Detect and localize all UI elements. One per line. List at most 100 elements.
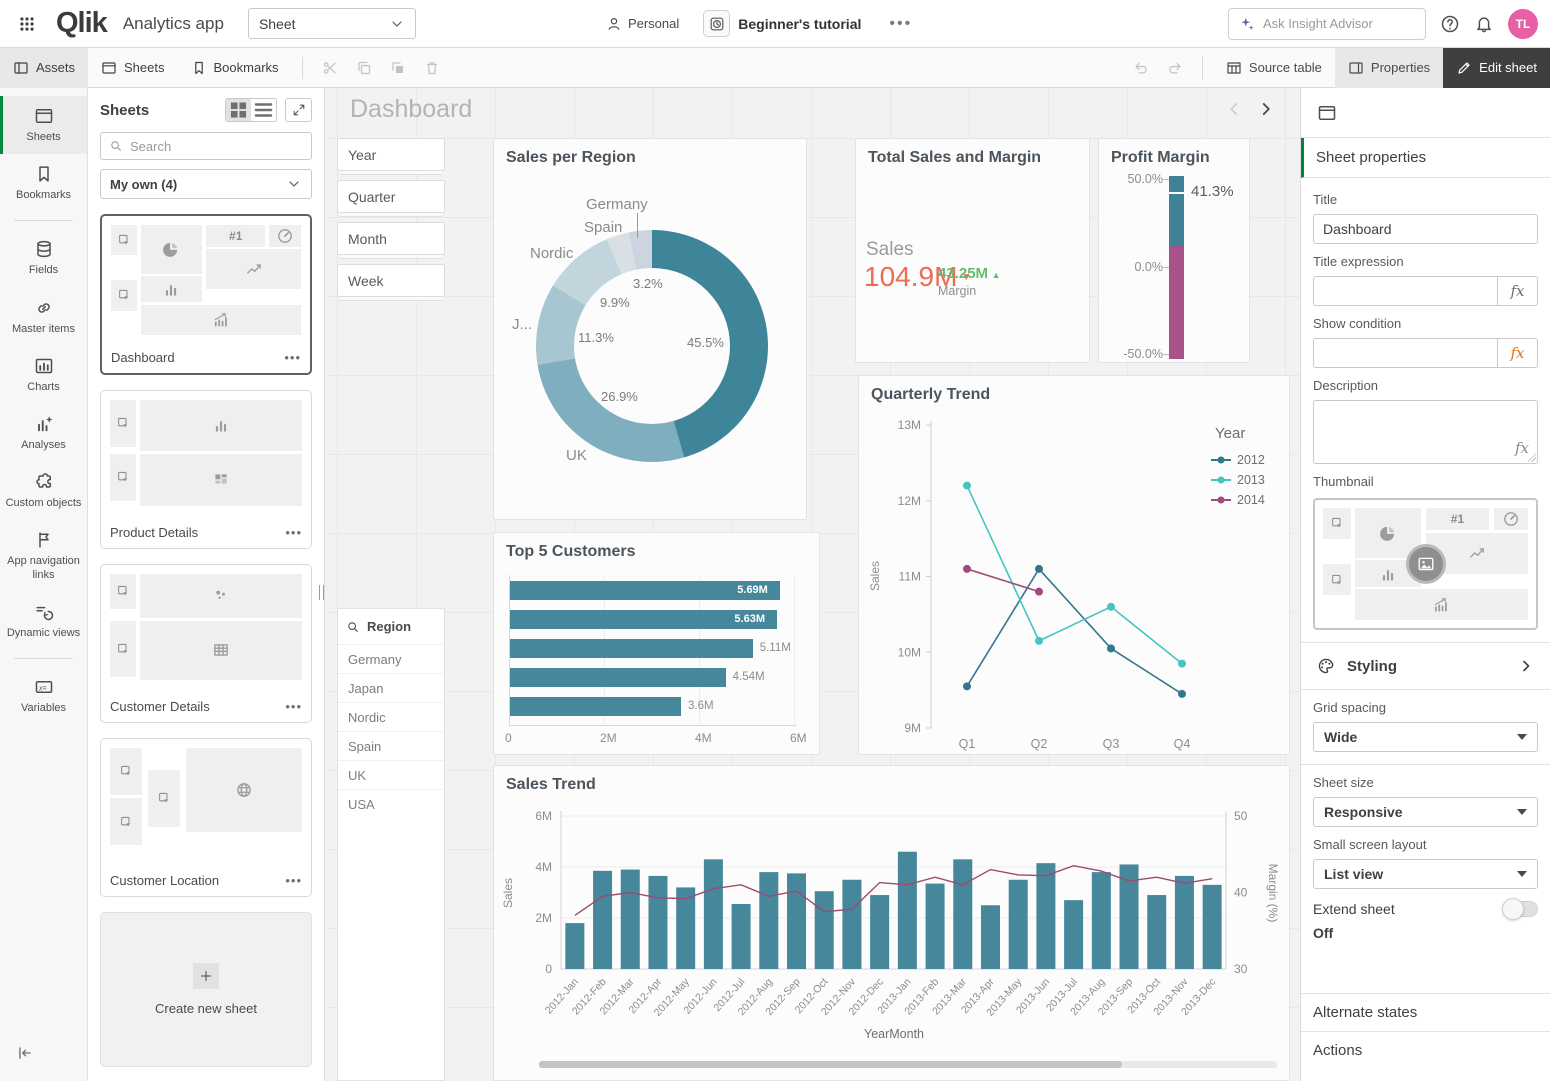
region-filter-title: Region bbox=[367, 619, 411, 634]
tab-assets[interactable]: Assets bbox=[0, 48, 88, 88]
sidebar-item-fields[interactable]: Fields bbox=[0, 229, 87, 287]
panel-resize-handle[interactable] bbox=[319, 585, 324, 600]
title-expression-input[interactable] bbox=[1314, 283, 1497, 299]
sales-per-region-chart[interactable]: Sales per Region Germany Spain Nordic J.… bbox=[493, 138, 807, 520]
insight-advisor-search[interactable] bbox=[1228, 8, 1426, 40]
sheets-filter-dropdown[interactable]: My own (4) bbox=[100, 169, 312, 199]
sidebar-item-variables[interactable]: x=Variables bbox=[0, 667, 87, 725]
tab-sheets[interactable]: Sheets bbox=[88, 48, 177, 88]
sidebar-item-app-navigation-links[interactable]: App navigation links bbox=[0, 520, 87, 591]
redo-icon[interactable] bbox=[1167, 60, 1183, 76]
sheet-card-title: Product Details bbox=[110, 525, 198, 540]
sidebar-item-analyses[interactable]: Analyses bbox=[0, 404, 87, 462]
create-new-sheet-button[interactable]: Create new sheet bbox=[100, 912, 312, 1067]
copy-icon[interactable] bbox=[356, 60, 372, 76]
title-input[interactable] bbox=[1314, 221, 1537, 237]
resize-handle[interactable] bbox=[1527, 453, 1536, 462]
grid-spacing-select[interactable]: Wide bbox=[1313, 722, 1538, 752]
next-sheet-icon[interactable] bbox=[1257, 100, 1275, 118]
sidebar-item-custom-objects[interactable]: Custom objects bbox=[0, 462, 87, 520]
paste-icon[interactable] bbox=[390, 60, 406, 76]
small-screen-layout-select[interactable]: List view bbox=[1313, 859, 1538, 889]
sheet-selector[interactable]: Sheet bbox=[248, 8, 416, 39]
combo-chart: 6M4M2M0504030SalesMargin (%)2012-Jan2012… bbox=[494, 766, 1289, 1046]
edit-sheet-label: Edit sheet bbox=[1479, 60, 1537, 75]
alternate-states-section[interactable]: Alternate states bbox=[1301, 993, 1550, 1031]
prev-sheet-icon[interactable] bbox=[1225, 100, 1243, 118]
sheet-card-dashboard[interactable]: #1Dashboard••• bbox=[100, 214, 312, 375]
extend-sheet-toggle[interactable] bbox=[1504, 901, 1538, 917]
sheet-properties-icon[interactable] bbox=[1317, 103, 1337, 123]
fx-expression-button[interactable]: fx bbox=[1497, 277, 1537, 305]
tutorial-app-icon[interactable] bbox=[703, 10, 730, 37]
expand-icon[interactable] bbox=[285, 98, 312, 122]
delete-icon[interactable] bbox=[424, 60, 440, 76]
region-filter-listbox[interactable]: Region GermanyJapanNordicSpainUKUSA bbox=[337, 608, 445, 1081]
description-input[interactable] bbox=[1314, 401, 1537, 463]
sheets-search-input[interactable] bbox=[130, 139, 280, 154]
sidebar-item-master-items[interactable]: Master items bbox=[0, 288, 87, 346]
space-selector[interactable]: Personal bbox=[606, 16, 679, 32]
chart-scrollbar[interactable] bbox=[539, 1061, 1277, 1068]
collapse-panel-icon[interactable] bbox=[16, 1044, 34, 1062]
sheet-card-menu-icon[interactable]: ••• bbox=[285, 873, 302, 888]
tab-bookmarks[interactable]: Bookmarks bbox=[178, 48, 292, 88]
sheet-card-customer-location[interactable]: Customer Location••• bbox=[100, 738, 312, 897]
top5-customers-chart[interactable]: Top 5 Customers 02M4M6M5.69M5.63M5.11M4.… bbox=[493, 532, 820, 755]
sidebar-item-bookmarks[interactable]: Bookmarks bbox=[0, 154, 87, 212]
kpi-thumb-block: #1 bbox=[1426, 508, 1490, 531]
svg-text:Q1: Q1 bbox=[959, 737, 976, 751]
styling-section[interactable]: Styling bbox=[1301, 642, 1550, 690]
grid-view-icon[interactable] bbox=[226, 99, 251, 121]
sheet-card-product-details[interactable]: Product Details ••• bbox=[100, 390, 312, 549]
thumbnail-preview[interactable]: #1 bbox=[1313, 498, 1538, 630]
region-item-spain[interactable]: Spain bbox=[338, 731, 444, 760]
sidebar-item-charts[interactable]: Charts bbox=[0, 346, 87, 404]
app-name[interactable]: Beginner's tutorial bbox=[738, 16, 861, 32]
filter-thumb-block bbox=[1323, 564, 1351, 595]
help-icon[interactable] bbox=[1440, 14, 1460, 34]
region-item-germany[interactable]: Germany bbox=[338, 644, 444, 673]
total-sales-margin-kpi[interactable]: Total Sales and Margin Sales 104.9M▼ 43.… bbox=[855, 138, 1090, 363]
filter-month[interactable]: Month bbox=[337, 222, 445, 255]
filter-year[interactable]: Year bbox=[337, 138, 445, 171]
filter-week[interactable]: Week bbox=[337, 264, 445, 297]
filter-quarter[interactable]: Quarter bbox=[337, 180, 445, 213]
properties-button[interactable]: Properties bbox=[1335, 48, 1443, 88]
quarterly-trend-chart[interactable]: Quarterly Trend 13M12M11M10M9MQ1Q2Q3Q4Sa… bbox=[858, 375, 1290, 755]
region-item-uk[interactable]: UK bbox=[338, 760, 444, 789]
bars-thumb-block bbox=[140, 400, 302, 452]
region-item-nordic[interactable]: Nordic bbox=[338, 702, 444, 731]
edit-sheet-button[interactable]: Edit sheet bbox=[1443, 48, 1550, 88]
kpi-thumb-block: #1 bbox=[206, 225, 265, 247]
sidebar-item-sheets[interactable]: Sheets bbox=[0, 96, 87, 154]
source-table-button[interactable]: Source table bbox=[1213, 48, 1335, 88]
sheet-card-menu-icon[interactable]: ••• bbox=[284, 350, 301, 365]
more-menu-icon[interactable]: ••• bbox=[889, 15, 912, 33]
profit-margin-gauge[interactable]: Profit Margin 50.0% 0.0% -50.0% 41.3% bbox=[1098, 138, 1250, 363]
sheet-size-select[interactable]: Responsive bbox=[1313, 797, 1538, 827]
sheet-card-menu-icon[interactable]: ••• bbox=[285, 699, 302, 714]
flag-icon bbox=[34, 530, 54, 550]
sidebar-item-dynamic-views[interactable]: Dynamic views bbox=[0, 592, 87, 650]
cut-icon[interactable] bbox=[322, 60, 338, 76]
undo-icon[interactable] bbox=[1133, 60, 1149, 76]
region-item-japan[interactable]: Japan bbox=[338, 673, 444, 702]
user-avatar[interactable]: TL bbox=[1508, 9, 1538, 39]
donut-chart[interactable] bbox=[536, 230, 768, 462]
region-item-usa[interactable]: USA bbox=[338, 789, 444, 818]
insight-advisor-input[interactable] bbox=[1263, 16, 1403, 31]
notifications-icon[interactable] bbox=[1474, 14, 1494, 34]
sheet-card-customer-details[interactable]: Customer Details••• bbox=[100, 564, 312, 723]
fx-expression-button[interactable]: fx bbox=[1497, 339, 1537, 367]
sheet-card-menu-icon[interactable]: ••• bbox=[285, 525, 302, 540]
db-icon bbox=[34, 239, 54, 259]
list-view-icon[interactable] bbox=[251, 99, 276, 121]
sheets-search[interactable] bbox=[100, 132, 312, 160]
change-thumbnail-button[interactable] bbox=[1406, 544, 1446, 584]
show-condition-input[interactable] bbox=[1314, 345, 1497, 361]
actions-section[interactable]: Actions bbox=[1301, 1031, 1550, 1069]
sales-trend-chart[interactable]: Sales Trend 6M4M2M0504030SalesMargin (%)… bbox=[493, 765, 1290, 1081]
search-icon[interactable] bbox=[346, 620, 360, 634]
app-launcher-icon[interactable] bbox=[18, 15, 36, 33]
